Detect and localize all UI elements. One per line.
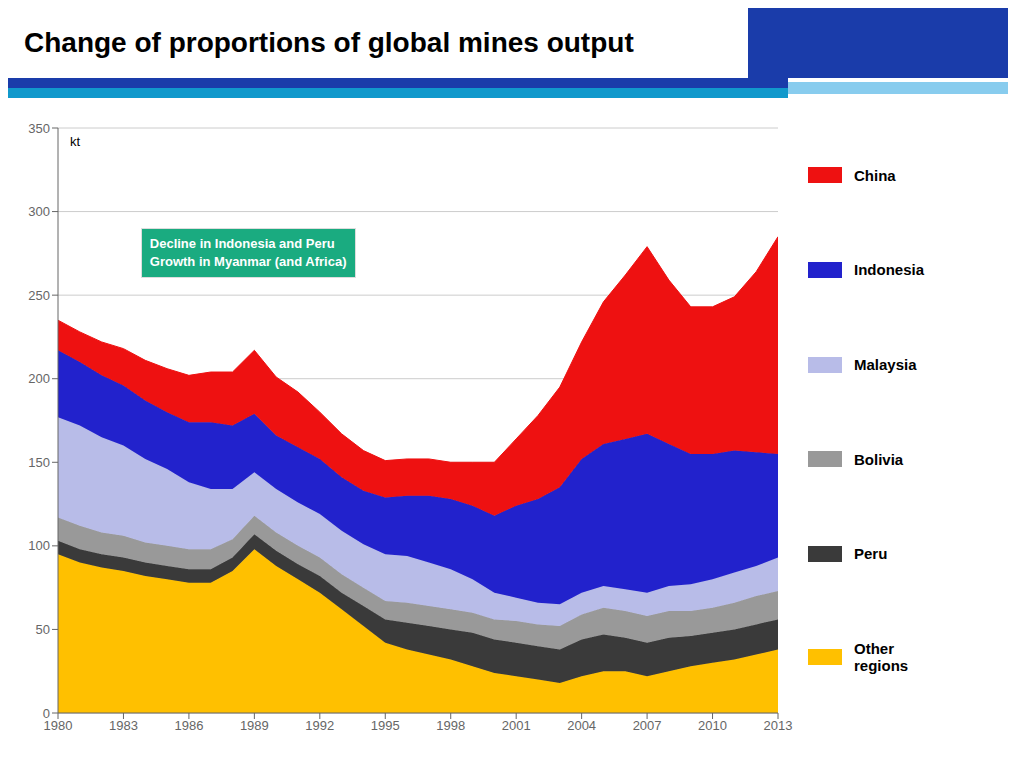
svg-text:1980: 1980 (43, 718, 73, 734)
svg-text:50: 50 (36, 622, 50, 637)
html-text:Bolivia: Bolivia (854, 450, 904, 468)
svg-text:1986: 1986 (174, 718, 203, 733)
svg-text:100: 100 (28, 538, 50, 553)
html-text:Malaysia: Malaysia (854, 356, 917, 374)
svg-text:1992: 1992 (305, 718, 334, 733)
html-text:Other regions: Other regions (854, 640, 909, 675)
svg-text:1989: 1989 (240, 718, 269, 733)
svg-text:250: 250 (28, 288, 50, 303)
svg-text:1983: 1983 (109, 718, 138, 733)
svg-text:2007: 2007 (633, 718, 662, 733)
svg-text:300: 300 (28, 204, 50, 219)
svg-text:2001: 2001 (502, 718, 531, 733)
html-text:kt: kt (70, 134, 81, 149)
html-text:China: China (854, 166, 896, 184)
svg-text:2013: 2013 (764, 718, 793, 733)
html-text:Peru: Peru (854, 545, 888, 563)
svg-text:150: 150 (28, 455, 50, 470)
html-text:Decline in Indonesia and Peru: Decline in Indonesia and Peru Growth in … (149, 235, 347, 269)
html-text:Indonesia: Indonesia (854, 261, 924, 279)
html-text:Change of proportions of globa: Change of proportions of global mines ou… (24, 27, 634, 58)
svg-text:200: 200 (28, 371, 50, 386)
svg-text:1998: 1998 (436, 718, 465, 733)
svg-text:2004: 2004 (567, 718, 596, 733)
svg-text:350: 350 (28, 121, 50, 136)
svg-text:1995: 1995 (371, 718, 400, 733)
svg-text:2010: 2010 (698, 718, 727, 733)
svg-text:0: 0 (43, 706, 50, 721)
